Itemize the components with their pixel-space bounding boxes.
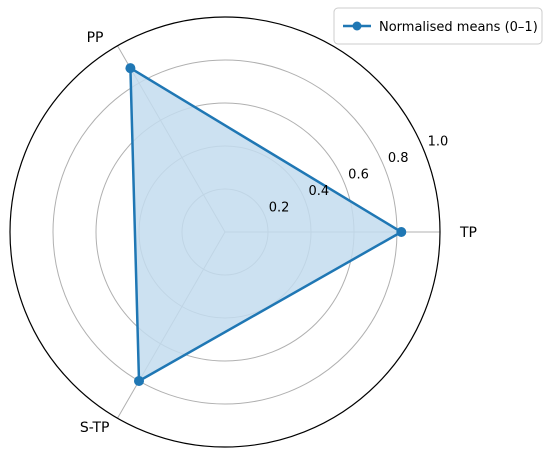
axis-label-pp: PP	[87, 30, 104, 46]
label-layer: 0.2 0.4 0.6 0.8 1.0 TP PP S-TP	[80, 30, 477, 436]
radial-tick-label: 1.0	[428, 135, 449, 150]
series-line	[129, 66, 403, 383]
radial-tick-label: 0.2	[269, 201, 290, 216]
data-point-pp	[125, 63, 136, 74]
data-point-s-tp	[134, 375, 144, 386]
legend-label: Normalised means (0–1)	[379, 20, 538, 35]
data-point-tp	[396, 227, 407, 237]
data-layer	[125, 63, 407, 386]
radial-tick-label: 0.8	[388, 151, 409, 166]
axis-label-s-tp: S-TP	[80, 420, 110, 436]
legend-point-marker	[352, 21, 362, 31]
outer-frame	[9, 16, 441, 448]
legend: Normalised means (0–1)	[333, 7, 543, 45]
axis-label-tp: TP	[459, 225, 477, 241]
series-area	[130, 68, 402, 381]
legend-frame	[333, 7, 543, 45]
radial-tick-label: 0.6	[348, 168, 369, 183]
radial-tick-label: 0.4	[308, 184, 329, 199]
